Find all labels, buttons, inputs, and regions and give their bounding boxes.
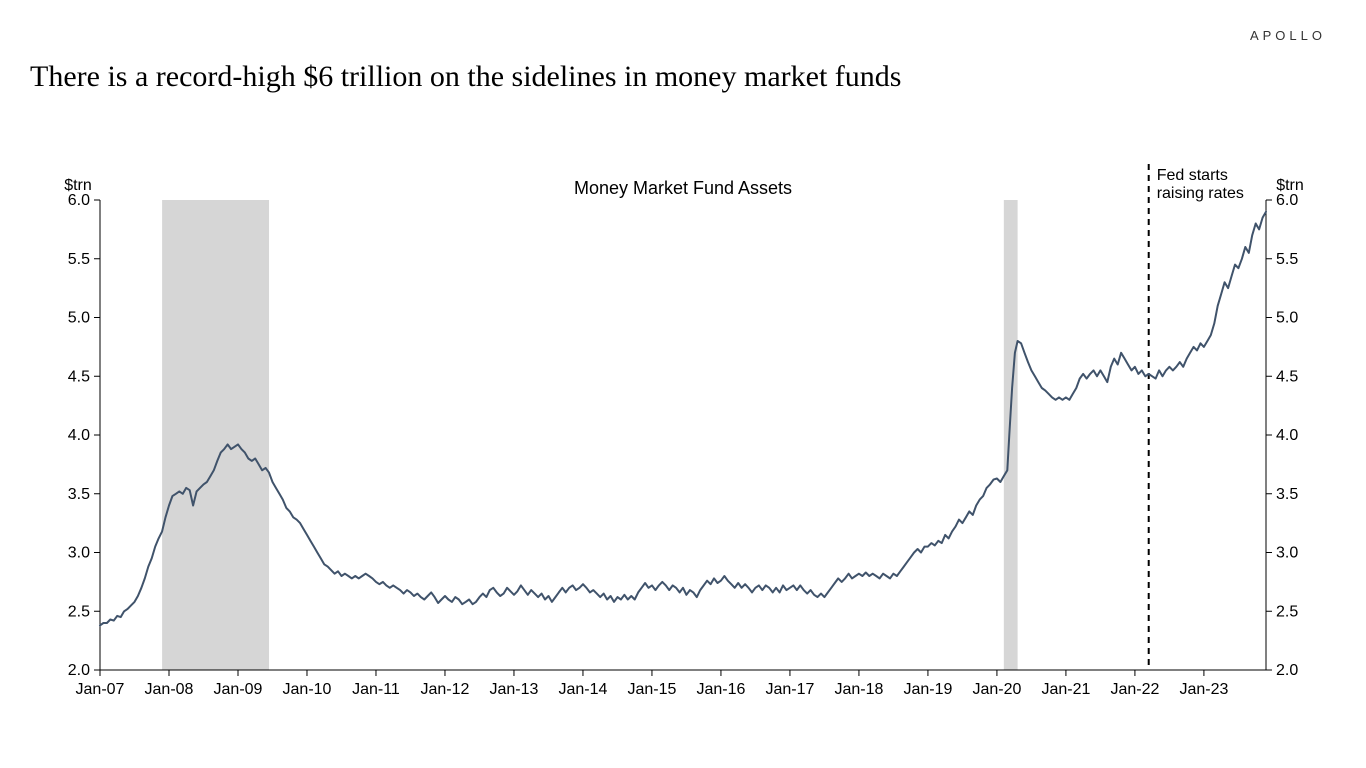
y-tick-label-left: 2.0 <box>68 662 90 679</box>
x-tick-label: Jan-19 <box>903 681 952 698</box>
y-tick-label-left: 3.5 <box>68 486 90 503</box>
y-unit-right: $trn <box>1276 177 1304 194</box>
x-tick-label: Jan-16 <box>696 681 745 698</box>
x-tick-label: Jan-20 <box>972 681 1021 698</box>
x-tick-label: Jan-08 <box>145 681 194 698</box>
x-tick-label: Jan-07 <box>76 681 125 698</box>
chart-container: 2.0 2.0 2.5 2.5 3.0 3.0 3.5 3.5 4.0 4.0 4.5 4.5 5.0 5… <box>30 150 1336 720</box>
y-tick-label-right: 5.5 <box>1276 251 1298 268</box>
x-tick-label: Jan-14 <box>558 681 607 698</box>
y-tick-label-right: 2.5 <box>1276 603 1298 620</box>
line-chart: 2.0 2.0 2.5 2.5 3.0 3.0 3.5 3.5 4.0 4.0 4.5 4.5 5.0 5… <box>30 150 1336 720</box>
x-tick-label: Jan-18 <box>834 681 883 698</box>
x-tick-label: Jan-10 <box>283 681 332 698</box>
y-tick-label-left: 5.5 <box>68 251 90 268</box>
y-tick-label-right: 3.0 <box>1276 545 1298 562</box>
x-tick-label: Jan-23 <box>1179 681 1228 698</box>
y-tick-label-left: 4.0 <box>68 427 90 444</box>
y-tick-label-right: 3.5 <box>1276 486 1298 503</box>
y-tick-label-right: 4.0 <box>1276 427 1298 444</box>
x-tick-label: Jan-11 <box>352 681 400 698</box>
series-line <box>100 212 1266 626</box>
recession-band <box>1004 200 1018 670</box>
recession-band <box>162 200 269 670</box>
y-tick-label-right: 4.5 <box>1276 368 1298 385</box>
x-tick-label: Jan-21 <box>1041 681 1090 698</box>
y-tick-label-left: 6.0 <box>68 192 90 209</box>
x-tick-label: Jan-12 <box>421 681 470 698</box>
x-tick-label: Jan-09 <box>214 681 263 698</box>
brand-logo: APOLLO <box>1250 28 1326 43</box>
chart-title: Money Market Fund Assets <box>574 178 792 198</box>
y-tick-label-right: 5.0 <box>1276 310 1298 327</box>
fed-annotation-1: Fed starts <box>1157 167 1228 184</box>
y-tick-label-left: 4.5 <box>68 368 90 385</box>
y-unit-left: $trn <box>64 177 92 194</box>
y-tick-label-left: 2.5 <box>68 603 90 620</box>
y-tick-label-right: 2.0 <box>1276 662 1298 679</box>
fed-annotation-2: raising rates <box>1157 185 1244 202</box>
x-tick-label: Jan-13 <box>490 681 539 698</box>
y-tick-label-right: 6.0 <box>1276 192 1298 209</box>
x-tick-label: Jan-22 <box>1110 681 1159 698</box>
y-tick-label-left: 3.0 <box>68 545 90 562</box>
page-title: There is a record-high $6 trillion on th… <box>30 60 901 94</box>
x-tick-label: Jan-15 <box>627 681 676 698</box>
y-tick-label-left: 5.0 <box>68 310 90 327</box>
x-tick-label: Jan-17 <box>765 681 814 698</box>
